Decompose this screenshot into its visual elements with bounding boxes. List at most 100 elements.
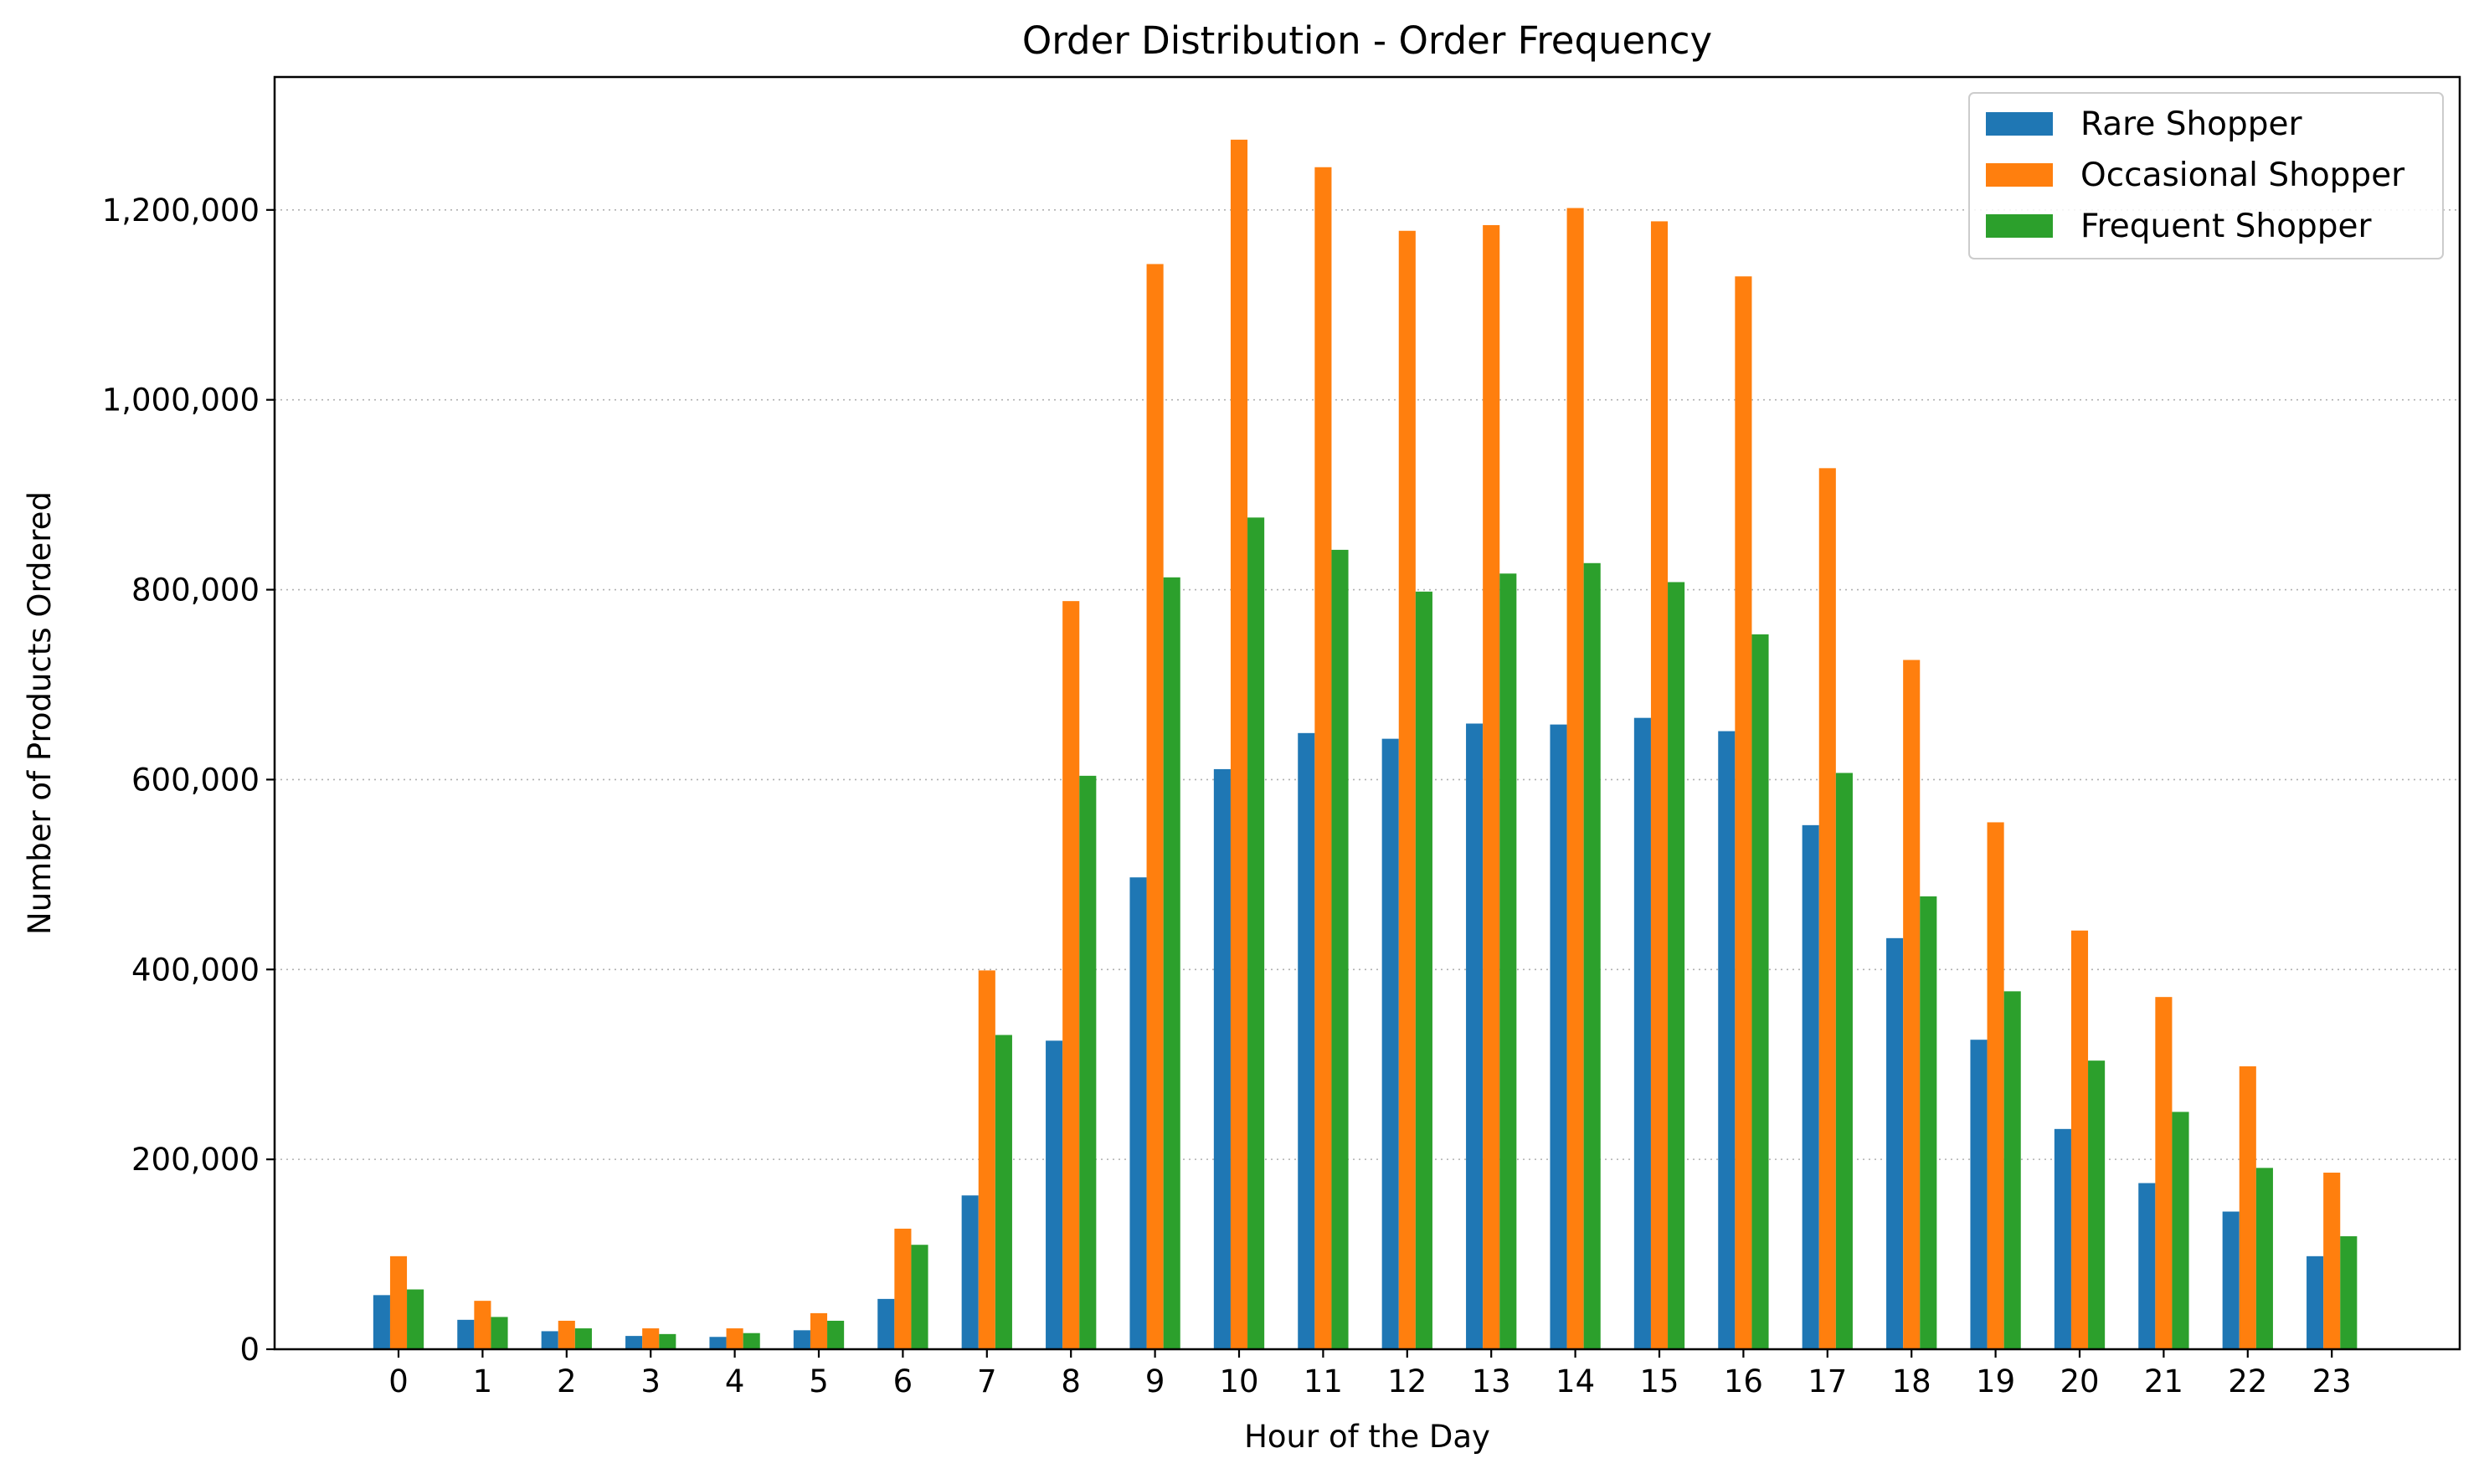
chart-title: Order Distribution - Order Frequency	[1022, 18, 1712, 63]
bar	[2070, 930, 2089, 1349]
bar	[1668, 582, 1685, 1349]
x-tick-label: 2	[557, 1363, 577, 1399]
y-tick-label: 600,000	[131, 762, 260, 798]
bar	[1987, 822, 2004, 1349]
bar	[2340, 1236, 2358, 1349]
bar	[1718, 731, 1736, 1349]
x-tick-label: 10	[1219, 1363, 1258, 1399]
bar	[491, 1317, 508, 1349]
bar	[407, 1289, 424, 1349]
bar	[625, 1336, 643, 1349]
x-tick-label: 22	[2228, 1363, 2267, 1399]
bar	[1970, 1040, 1988, 1349]
bar	[659, 1333, 676, 1349]
bar	[995, 1035, 1012, 1349]
bar	[541, 1331, 558, 1349]
x-tick-label: 14	[1556, 1363, 1595, 1399]
x-tick-label: 7	[977, 1363, 997, 1399]
y-axis-label: Number of Products Ordered	[22, 491, 58, 935]
x-tick-label: 8	[1061, 1363, 1081, 1399]
bar	[2003, 991, 2021, 1349]
bar	[1415, 591, 1432, 1349]
bar	[1583, 562, 1601, 1349]
legend-box	[1968, 92, 2444, 259]
x-tick-label: 0	[388, 1363, 409, 1399]
legend-label: Occasional Shopper	[2080, 157, 2405, 194]
series-occasional-shopper	[389, 139, 2341, 1350]
x-tick-label: 13	[1472, 1363, 1511, 1399]
bar	[911, 1245, 928, 1349]
legend: Rare Shopper Occasional Shopper Frequent S…	[1968, 92, 2444, 259]
bar	[1499, 573, 1517, 1349]
bar	[894, 1228, 912, 1349]
x-tick-label: 9	[1145, 1363, 1165, 1399]
bar	[793, 1330, 810, 1349]
x-tick-label: 15	[1639, 1363, 1679, 1399]
bar	[743, 1333, 760, 1349]
bars-group	[373, 139, 2358, 1350]
x-tick-label: 20	[2060, 1363, 2099, 1399]
bar	[810, 1312, 828, 1349]
bar	[2172, 1112, 2189, 1349]
bar	[1298, 732, 1315, 1349]
y-axis-ticks: 0 200,000 400,000 600,000 800,000 1,000,000 1,…	[102, 193, 275, 1368]
series-frequent-shopper	[407, 517, 2358, 1349]
x-tick-label: 23	[2312, 1363, 2352, 1399]
bar	[1550, 724, 1567, 1349]
bar	[1129, 877, 1147, 1349]
bar	[1230, 139, 1248, 1349]
bar	[574, 1328, 592, 1349]
bar	[1146, 264, 1164, 1350]
bar	[961, 1195, 979, 1349]
bar	[642, 1328, 660, 1349]
bar	[1163, 577, 1180, 1349]
bar	[1633, 717, 1651, 1349]
bar	[1920, 896, 1937, 1349]
x-tick-label: 12	[1387, 1363, 1427, 1399]
legend-swatch	[1986, 214, 2053, 238]
bar	[1314, 167, 1332, 1349]
bar	[2307, 1255, 2324, 1349]
bar	[827, 1320, 845, 1349]
x-tick-label: 1	[473, 1363, 493, 1399]
x-axis-label: Hour of the Day	[1244, 1419, 1490, 1455]
x-axis-ticks: 0 1 2 3 4 5 6 7 8 9 10 11 12 13 14 15 16 17 18 19 20 21 22 23	[388, 1349, 2352, 1399]
bar	[2239, 1066, 2256, 1349]
bar	[2222, 1211, 2240, 1349]
bar	[1886, 937, 1904, 1349]
x-tick-label: 18	[1892, 1363, 1931, 1399]
bar	[726, 1328, 743, 1349]
x-tick-label: 19	[1976, 1363, 2015, 1399]
bar	[2255, 1168, 2273, 1349]
bar	[2054, 1128, 2071, 1349]
bar	[474, 1301, 491, 1349]
x-tick-label: 16	[1724, 1363, 1763, 1399]
bar	[1751, 634, 1769, 1349]
legend-swatch	[1986, 112, 2053, 136]
bar	[1247, 517, 1265, 1349]
x-tick-label: 3	[640, 1363, 661, 1399]
y-tick-label: 800,000	[131, 573, 260, 608]
bar	[2088, 1060, 2106, 1349]
legend-swatch	[1986, 163, 2053, 187]
bar	[877, 1298, 895, 1349]
bar	[1566, 208, 1584, 1349]
x-tick-label: 4	[725, 1363, 745, 1399]
x-tick-label: 5	[809, 1363, 829, 1399]
plot-area-frame	[273, 75, 2461, 1351]
x-tick-label: 11	[1304, 1363, 1343, 1399]
bar	[1802, 824, 1819, 1349]
bar	[389, 1255, 408, 1349]
y-tick-label: 400,000	[131, 952, 260, 988]
x-tick-label: 21	[2144, 1363, 2183, 1399]
bar	[2323, 1173, 2341, 1349]
bar	[1466, 723, 1484, 1349]
bar	[1818, 468, 1836, 1349]
y-tick-label: 0	[239, 1332, 260, 1368]
bar	[457, 1319, 475, 1349]
y-tick-label: 1,200,000	[102, 193, 260, 229]
bar	[2138, 1183, 2156, 1349]
bar	[2155, 997, 2173, 1349]
bar	[709, 1337, 727, 1349]
